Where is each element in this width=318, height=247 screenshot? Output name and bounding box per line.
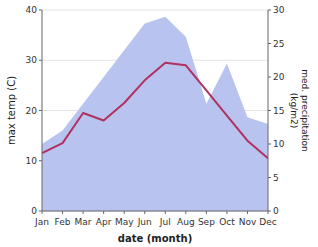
y2-tick: [268, 43, 271, 44]
y2-axis-label: med. precipitation(kg/m2): [289, 69, 310, 151]
x-tick-label: Jun: [137, 217, 152, 227]
y2-tick: [268, 177, 271, 178]
grid-line: [42, 211, 268, 212]
x-tick: [185, 211, 186, 214]
y2-axis-label-line: (kg/m2): [289, 93, 299, 128]
y-tick-label: 40: [26, 5, 38, 15]
area: [42, 17, 268, 211]
x-tick: [124, 211, 125, 214]
y-tick: [39, 160, 42, 161]
y2-tick-label: 0: [273, 206, 279, 216]
y-tick-label: 0: [31, 206, 37, 216]
y2-tick-label: 25: [273, 39, 284, 49]
x-tick-label: Apr: [96, 217, 112, 227]
y-tick-label: 20: [26, 106, 38, 116]
grid: [42, 10, 268, 211]
x-tick: [103, 211, 104, 214]
x-tick: [83, 211, 84, 214]
x-tick: [62, 211, 63, 214]
x-tick: [226, 211, 227, 214]
y2-tick: [268, 110, 271, 111]
y2-tick-label: 30: [273, 5, 285, 15]
x-tick-label: Nov: [239, 217, 257, 227]
x-tick-label: Dec: [259, 217, 276, 227]
y-tick: [39, 10, 42, 11]
x-tick: [268, 211, 269, 214]
x-axis-line: [42, 211, 268, 212]
x-tick-label: Aug: [177, 217, 195, 227]
x-tick-label: May: [115, 217, 134, 227]
chart-container: 0 10 20 30 40 0 5 10 15 20 25 30 Jan Feb Mar AprMayJun J…: [0, 0, 318, 247]
x-tick-label: Mar: [75, 217, 92, 227]
y2-tick-label: 15: [273, 106, 284, 116]
axes: 0 10 20 30 40 0 5 10 15 20 25 30 Jan Feb Mar AprMayJun J…: [26, 5, 285, 227]
x-tick: [247, 211, 248, 214]
x-axis-label: date (month): [118, 233, 192, 244]
x-tick-label: Jul: [159, 217, 171, 227]
x-tick-label: Jan: [34, 217, 49, 227]
x-tick: [165, 211, 166, 214]
y2-tick-label: 20: [273, 72, 285, 82]
y2-tick: [268, 10, 271, 11]
y-tick-label: 30: [26, 55, 38, 65]
x-tick-label: Feb: [55, 217, 71, 227]
x-tick-label: Oct: [219, 217, 235, 227]
y-tick: [39, 110, 42, 111]
x-tick: [42, 211, 43, 214]
plot-area: [42, 17, 268, 211]
y2-axis-label-line: med. precipitation: [300, 69, 310, 151]
chart-svg: 0 10 20 30 40 0 5 10 15 20 25 30 Jan Feb Mar AprMayJun J…: [0, 0, 318, 247]
y2-tick-label: 5: [273, 173, 279, 183]
x-tick: [144, 211, 145, 214]
x-tick: [206, 211, 207, 214]
y-tick: [39, 60, 42, 61]
y2-tick: [268, 77, 271, 78]
y2-tick: [268, 144, 271, 145]
grid-line: [42, 10, 268, 11]
y-tick-label: 10: [26, 156, 38, 166]
x-tick-label: Sep: [198, 217, 215, 227]
line: [42, 63, 268, 158]
y-axis-label: max temp (C): [6, 76, 17, 145]
y2-tick-label: 10: [273, 139, 285, 149]
